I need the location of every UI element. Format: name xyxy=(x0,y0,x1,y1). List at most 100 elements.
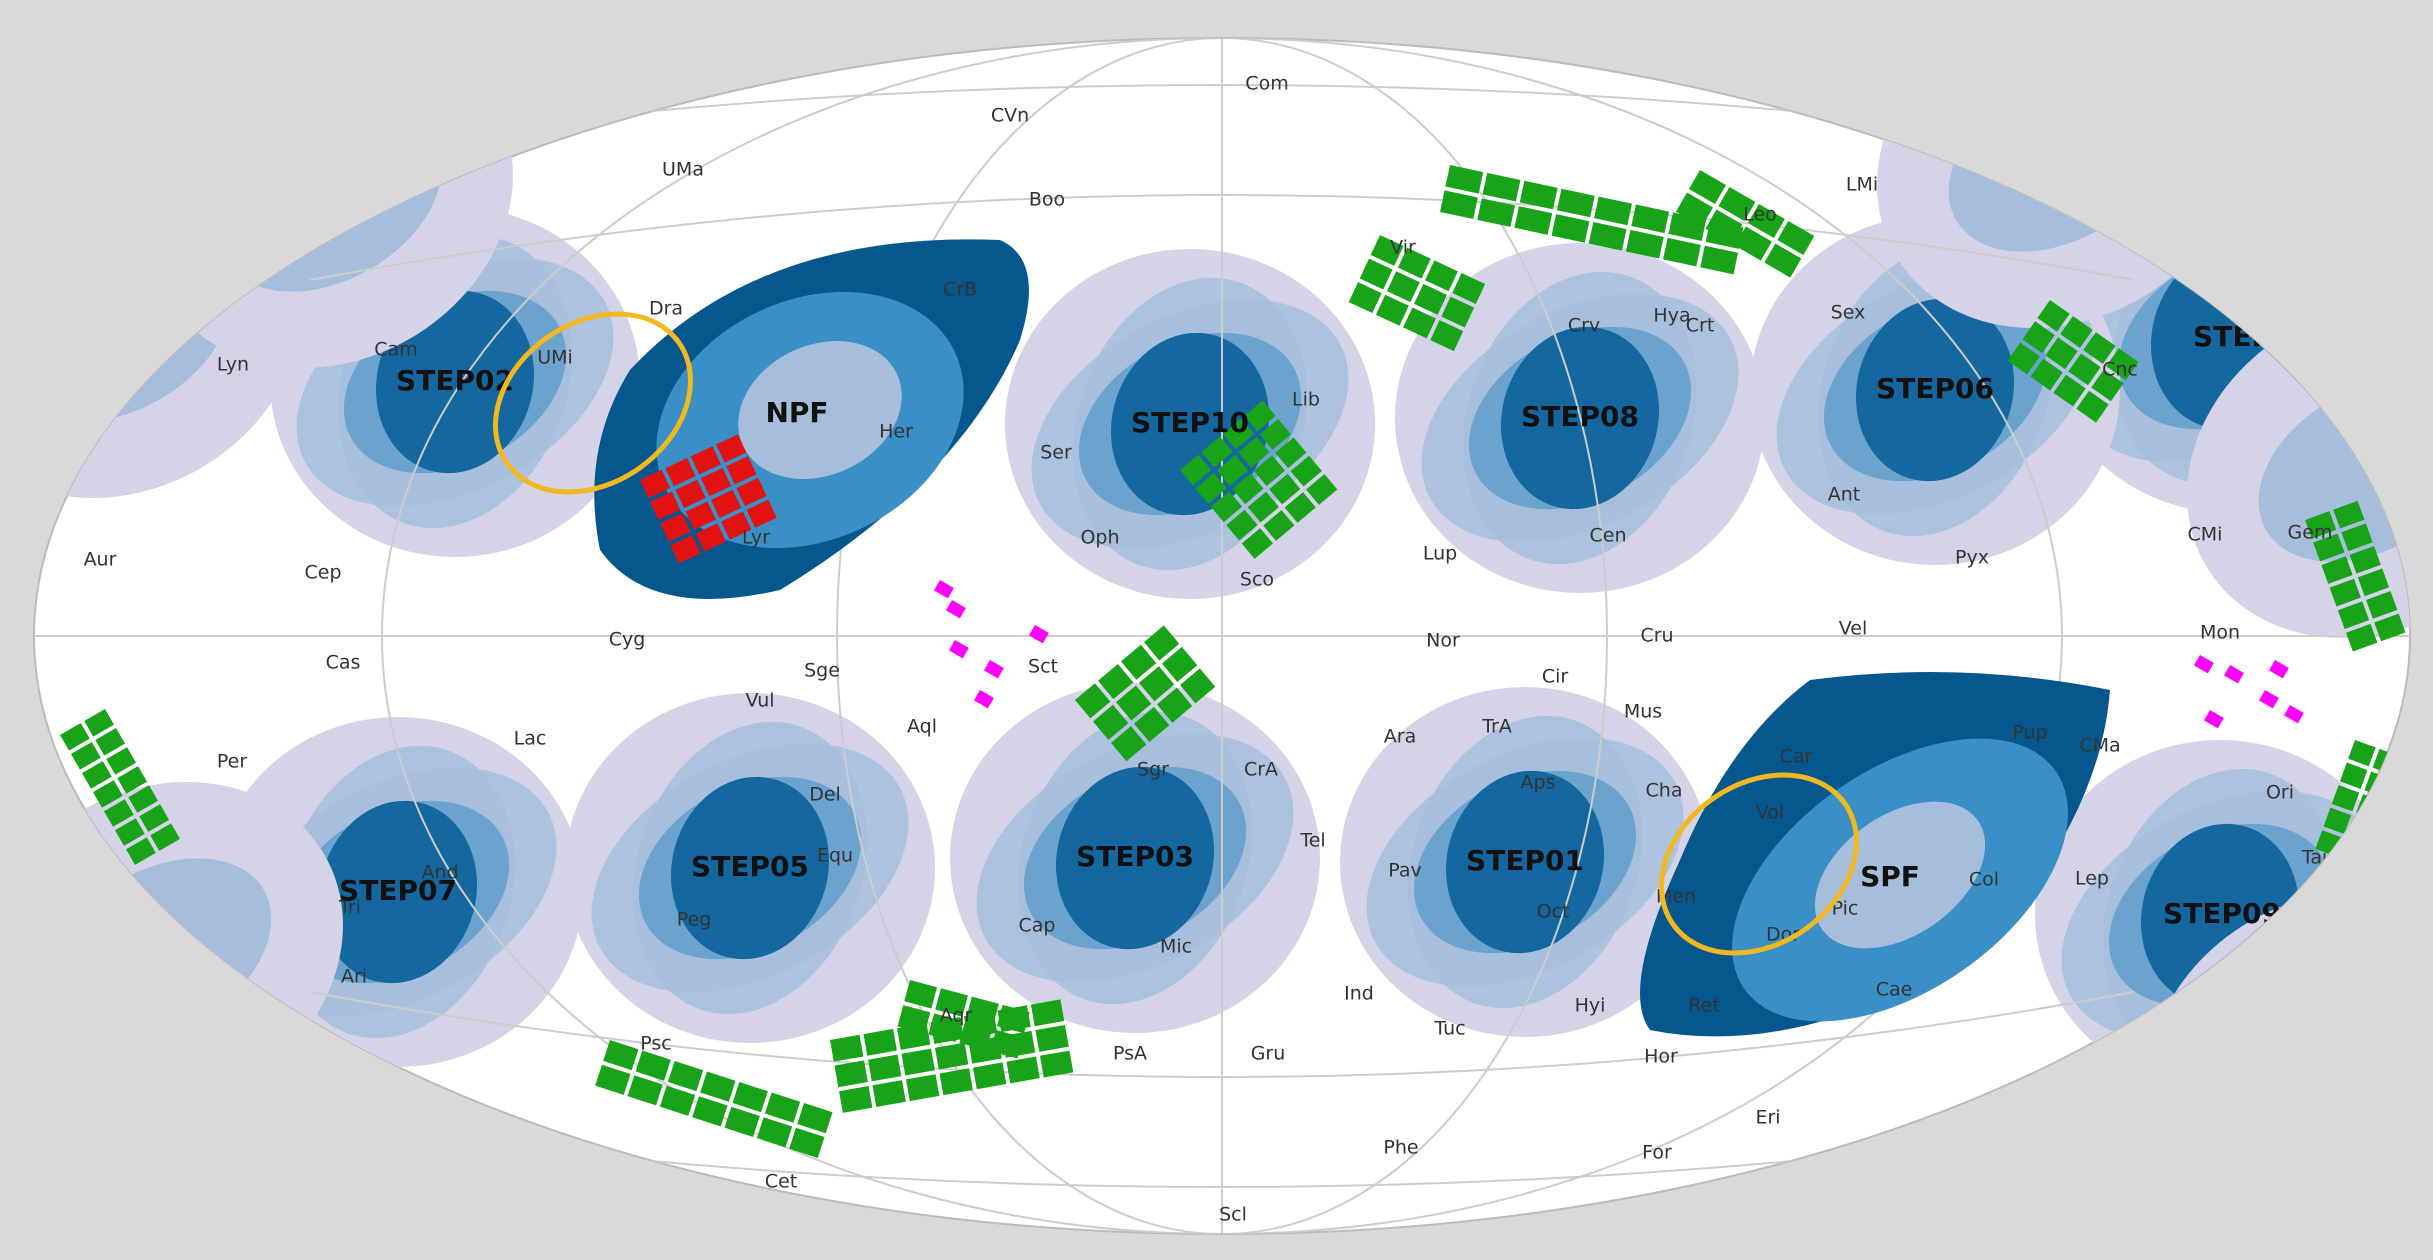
constellation-lyn: Lyn xyxy=(217,354,249,376)
kepler-patch-vir xyxy=(1348,234,1486,352)
constellation-cyg: Cyg xyxy=(609,629,646,651)
constellation-equ: Equ xyxy=(817,845,853,867)
constellation-ret: Ret xyxy=(1688,995,1720,1017)
edge-field-core-3 xyxy=(2218,968,2410,1152)
field-label-step02: STEP02 xyxy=(396,364,514,397)
constellation-com: Com xyxy=(1245,73,1288,95)
constellation-vol: Vol xyxy=(1756,802,1784,824)
constellation-lac: Lac xyxy=(514,728,547,750)
constellation-lmi: LMi xyxy=(1846,174,1878,196)
pointing-patches xyxy=(60,165,2406,1158)
constellation-ari: Ari xyxy=(341,966,367,988)
constellation-vir: Vir xyxy=(1390,237,1416,259)
magenta-patch-4 xyxy=(974,690,994,709)
kepler-patch-sgr xyxy=(1075,625,1216,762)
constellation-cnc: Cnc xyxy=(2102,359,2138,381)
constellation-cen: Cen xyxy=(1590,525,1627,547)
magenta-patch-3 xyxy=(984,659,1004,679)
constellation-cha: Cha xyxy=(1646,780,1683,802)
constellation-mic: Mic xyxy=(1160,936,1192,958)
constellation-crt: Crt xyxy=(1686,315,1715,337)
kepler-patch-leo xyxy=(1676,169,1815,278)
constellation-and: And xyxy=(421,862,458,884)
magenta-patch-2 xyxy=(949,640,969,659)
constellation-col: Col xyxy=(1969,869,1999,891)
magenta-patch-5 xyxy=(1029,624,1049,644)
north-marker-ellipse xyxy=(493,311,693,495)
constellation-lyr: Lyr xyxy=(742,527,770,549)
constellation-umi: UMi xyxy=(537,347,573,369)
constellation-cam: Cam xyxy=(374,339,417,361)
constellation-mon: Mon xyxy=(2200,622,2240,644)
constellation-uma: UMa xyxy=(662,159,704,181)
field-label-step05: STEP05 xyxy=(691,850,809,883)
graticule xyxy=(34,38,2410,1234)
constellation-cru: Cru xyxy=(1640,625,1673,647)
constellation-pup: Pup xyxy=(2012,722,2047,744)
field-labels: STEP01STEP02STEP03STEP04STEP05STEP06STEP… xyxy=(339,320,2311,930)
kepler-patch-aqr2 xyxy=(897,980,1030,1059)
constellation-hor: Hor xyxy=(1644,1046,1678,1068)
constellation-cet: Cet xyxy=(765,1171,797,1193)
constellation-peg: Peg xyxy=(677,909,712,931)
field-label-step01: STEP01 xyxy=(1466,844,1584,877)
magenta-patch-11 xyxy=(2284,704,2304,724)
constellation-psa: PsA xyxy=(1113,1043,1147,1065)
magenta-patch-9 xyxy=(2259,689,2279,709)
constellation-phe: Phe xyxy=(1383,1137,1418,1159)
constellation-ind: Ind xyxy=(1344,983,1374,1005)
constellation-cra: CrA xyxy=(1244,759,1278,781)
constellation-gru: Gru xyxy=(1251,1043,1286,1065)
constellation-boo: Boo xyxy=(1029,189,1065,211)
constellation-pav: Pav xyxy=(1388,860,1422,882)
constellation-per: Per xyxy=(217,751,247,773)
constellation-sct: Sct xyxy=(1028,656,1058,678)
constellation-aur: Aur xyxy=(84,549,117,571)
field-label-step07: STEP07 xyxy=(339,874,457,907)
step03-footprint xyxy=(950,683,1320,1033)
constellation-tra: TrA xyxy=(1481,716,1512,738)
magenta-patch-10 xyxy=(2204,709,2224,729)
kepler-patch-psc xyxy=(595,1040,833,1158)
field-label-step10: STEP10 xyxy=(1131,406,1249,439)
constellation-ara: Ara xyxy=(1384,726,1416,748)
constellation-scl: Scl xyxy=(1219,1204,1247,1226)
constellation-pyx: Pyx xyxy=(1955,547,1989,569)
field-label-step08: STEP08 xyxy=(1521,400,1639,433)
constellation-del: Del xyxy=(809,784,841,806)
magenta-patch-1 xyxy=(945,599,966,619)
constellation-tri: Tri xyxy=(338,897,361,919)
field-label-step03: STEP03 xyxy=(1076,840,1194,873)
kepler-patch-sco xyxy=(1180,400,1338,559)
constellation-sco: Sco xyxy=(1240,569,1274,591)
constellation-ant: Ant xyxy=(1828,484,1861,506)
constellation-pic: Pic xyxy=(1832,898,1859,920)
constellation-lib: Lib xyxy=(1292,389,1320,411)
constellation-dra: Dra xyxy=(649,298,683,320)
field-label-step06: STEP06 xyxy=(1876,372,1994,405)
constellation-sgr: Sgr xyxy=(1137,759,1169,781)
constellation-men: Men xyxy=(1656,886,1696,908)
constellation-cae: Cae xyxy=(1876,979,1913,1001)
constellation-psc: Psc xyxy=(640,1033,671,1055)
magenta-patch-7 xyxy=(2224,665,2244,684)
constellation-oct: Oct xyxy=(1537,901,1570,923)
constellation-her: Her xyxy=(879,421,913,443)
pointing-patch-lyr xyxy=(640,434,777,564)
constellation-tau: Tau xyxy=(2301,847,2334,869)
field-label-npf: NPF xyxy=(765,396,828,429)
constellation-for: For xyxy=(1642,1142,1672,1164)
constellation-sge: Sge xyxy=(804,660,840,682)
constellation-mus: Mus xyxy=(1624,701,1662,723)
constellation-cas: Cas xyxy=(326,652,361,674)
constellation-ser: Ser xyxy=(1040,442,1072,464)
constellation-cep: Cep xyxy=(304,562,341,584)
constellation-leo: Leo xyxy=(1743,204,1777,226)
constellation-car: Car xyxy=(1780,746,1813,768)
magenta-patch-8 xyxy=(2269,660,2289,679)
kepler-patch-cnc xyxy=(2007,300,2139,423)
constellation-cmi: CMi xyxy=(2188,524,2223,546)
magenta-patch-0 xyxy=(933,580,954,599)
constellation-aql: Aql xyxy=(907,716,937,738)
